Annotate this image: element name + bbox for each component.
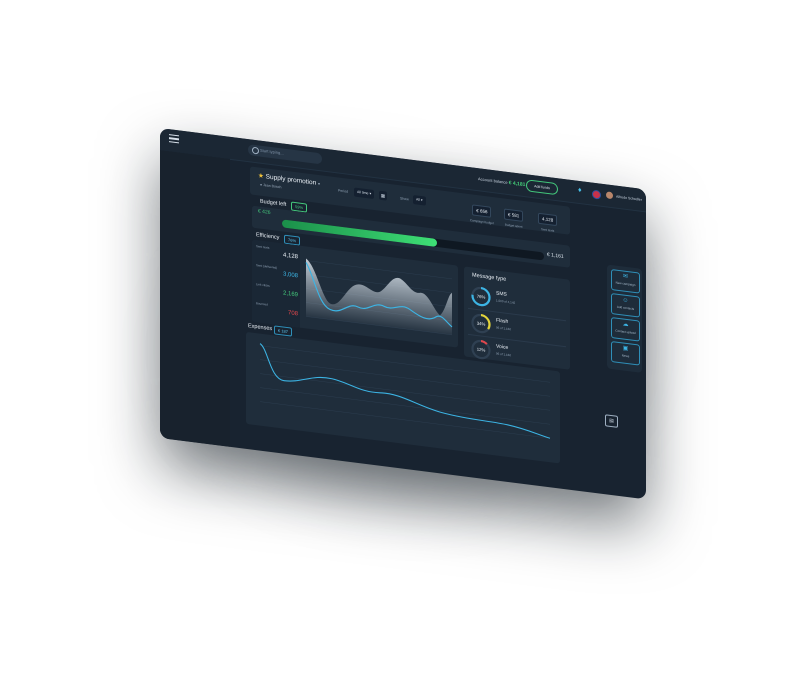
flash-ring: 34%	[471, 313, 491, 334]
message-type-name: Flash	[496, 317, 509, 325]
notification-bell-icon[interactable]: ♦	[578, 186, 582, 195]
search-input[interactable]: Start typing...	[248, 144, 322, 165]
stat-sent-texts: Sent texts 4,128	[256, 244, 298, 260]
avatar[interactable]	[606, 191, 613, 200]
kpi-label: Budget spent	[504, 222, 523, 229]
period-value: All time	[357, 189, 369, 196]
user-icon: ●	[260, 182, 263, 187]
efficiency-card: Sent texts 4,128 Sent (delivered) 3,008 …	[252, 239, 458, 348]
user-name[interactable]: Alfredo Schedler	[616, 194, 642, 202]
kpi-value: 4,128	[538, 212, 558, 227]
message-type-sub: 96 of 1,160	[496, 325, 512, 332]
message-row-sms[interactable]: 76% SMS 1,500 of 4,145	[468, 282, 566, 320]
kpi-value: € 656	[472, 204, 492, 218]
sms-percent: 76%	[477, 294, 486, 300]
show-select[interactable]: All ▾	[413, 194, 426, 206]
kpi-campaign-budget: € 656 Campaign budget	[470, 198, 494, 225]
kpi-budget-spent: € 581 Budget spent	[504, 202, 524, 229]
campaign-owner: ● Jean Bosch	[260, 183, 281, 190]
add-funds-button[interactable]: Add funds	[526, 179, 558, 196]
calendar-icon[interactable]: ▦	[379, 190, 387, 201]
expenses-chart	[259, 343, 551, 439]
efficiency-chart	[305, 258, 453, 336]
kpi-label: Campaign budget	[470, 218, 494, 226]
show-value: All	[416, 197, 420, 202]
period-select[interactable]: All time ▾	[354, 187, 375, 200]
voice-percent: 12%	[477, 347, 486, 353]
add-contacts-button[interactable]: ☺ Add contacts	[611, 292, 640, 318]
account-balance-value: € 4,181	[508, 180, 526, 189]
budget-left-value: € 426	[258, 208, 271, 216]
flash-percent: 34%	[477, 321, 486, 327]
search-icon	[252, 146, 259, 155]
message-type-title: Message type	[472, 272, 507, 283]
expenses-title: Expenses	[248, 323, 273, 333]
chart-gridlines	[260, 345, 550, 439]
message-type-sub: 1,500 of 4,145	[496, 298, 516, 305]
efficiency-area-series	[306, 258, 452, 335]
message-type-name: SMS	[496, 290, 507, 298]
efficiency-stats: Sent texts 4,128 Sent (delivered) 3,008 …	[252, 239, 300, 328]
budget-total-value: € 1,161	[547, 251, 564, 260]
kpi-label: Sent texts	[540, 227, 555, 233]
message-type-sub: 96 of 1,160	[496, 351, 512, 358]
show-label: Show	[400, 196, 409, 202]
star-icon: ★	[258, 172, 264, 181]
new-campaign-button[interactable]: ✉ New campaign	[611, 268, 640, 294]
account-balance-label: Account balance	[478, 176, 508, 185]
efficiency-line-series	[305, 262, 453, 328]
message-row-flash[interactable]: 34% Flash 96 of 1,160	[468, 307, 566, 348]
expenses-line-series	[259, 343, 551, 439]
chat-icon[interactable]: ▤	[605, 414, 618, 428]
sms-ring: 76%	[471, 286, 491, 307]
stat-link-clicks: Link clicks 2,169	[256, 282, 298, 298]
kpi-value: € 581	[504, 208, 524, 222]
dashboard-screen: Start typing... Account balance € 4,181 …	[160, 128, 646, 500]
search-placeholder: Start typing...	[260, 147, 284, 156]
hamburger-menu-icon[interactable]	[169, 134, 179, 144]
stat-delivered: Sent (delivered) 3,008	[256, 263, 298, 279]
language-flag-icon[interactable]	[592, 189, 601, 200]
budget-progress-fill	[282, 219, 437, 247]
news-button[interactable]: ▣ News	[611, 340, 640, 366]
message-type-card: Message type 76% SMS 1,500 of 4,145 34% …	[464, 266, 570, 374]
quick-actions-rail: ✉ New campaign ☺ Add contacts ☁ Contact …	[607, 264, 642, 373]
campaign-owner-name: Jean Bosch	[263, 183, 282, 190]
kpi-sent-texts: 4,128 Sent texts	[538, 207, 558, 233]
left-sidebar	[160, 150, 230, 447]
chevron-down-icon: ▾	[318, 180, 321, 187]
account-balance: Account balance € 4,181	[478, 176, 525, 188]
voice-ring: 12%	[471, 339, 491, 360]
message-type-name: Voice	[496, 343, 509, 351]
contact-upload-button[interactable]: ☁ Contact upload	[611, 316, 640, 342]
stat-bounced: Bounced 708	[256, 301, 298, 317]
expenses-card	[246, 331, 560, 464]
message-row-voice[interactable]: 12% Voice 96 of 1,160	[468, 333, 566, 374]
period-label: Period	[338, 188, 349, 194]
